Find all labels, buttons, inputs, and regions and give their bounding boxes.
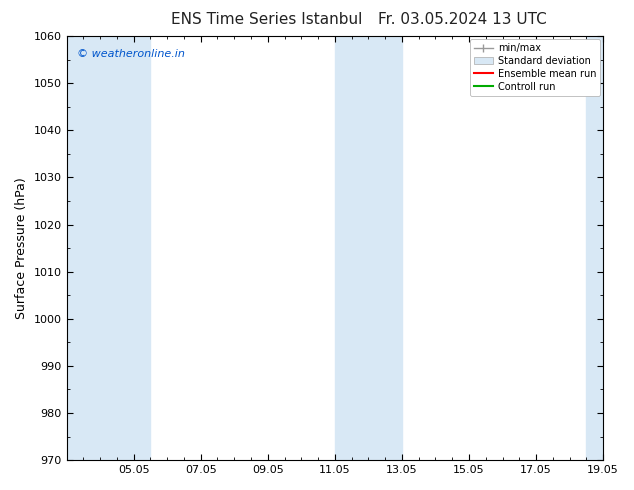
Bar	[67, 36, 150, 460]
Legend: min/max, Standard deviation, Ensemble mean run, Controll run: min/max, Standard deviation, Ensemble me…	[470, 39, 600, 96]
Y-axis label: Surface Pressure (hPa): Surface Pressure (hPa)	[15, 177, 28, 319]
Text: Fr. 03.05.2024 13 UTC: Fr. 03.05.2024 13 UTC	[378, 12, 547, 27]
Text: © weatheronline.in: © weatheronline.in	[77, 49, 185, 59]
Bar	[335, 36, 402, 460]
Bar	[586, 36, 603, 460]
Text: ENS Time Series Istanbul: ENS Time Series Istanbul	[171, 12, 362, 27]
